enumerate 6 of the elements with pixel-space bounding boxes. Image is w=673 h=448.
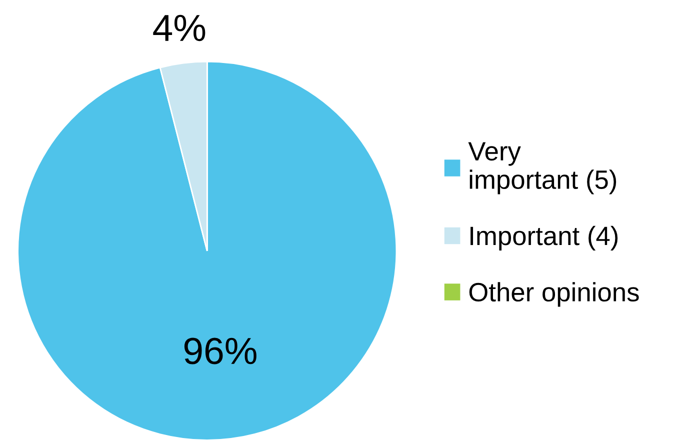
legend-label: Other opinions: [469, 282, 639, 307]
data-label: 96%: [184, 338, 256, 364]
pie-slice: [17, 60, 398, 441]
legend-label: Important (4): [470, 226, 618, 251]
legend-label: Very important (5): [468, 142, 616, 194]
data-label: 4%: [153, 14, 206, 42]
